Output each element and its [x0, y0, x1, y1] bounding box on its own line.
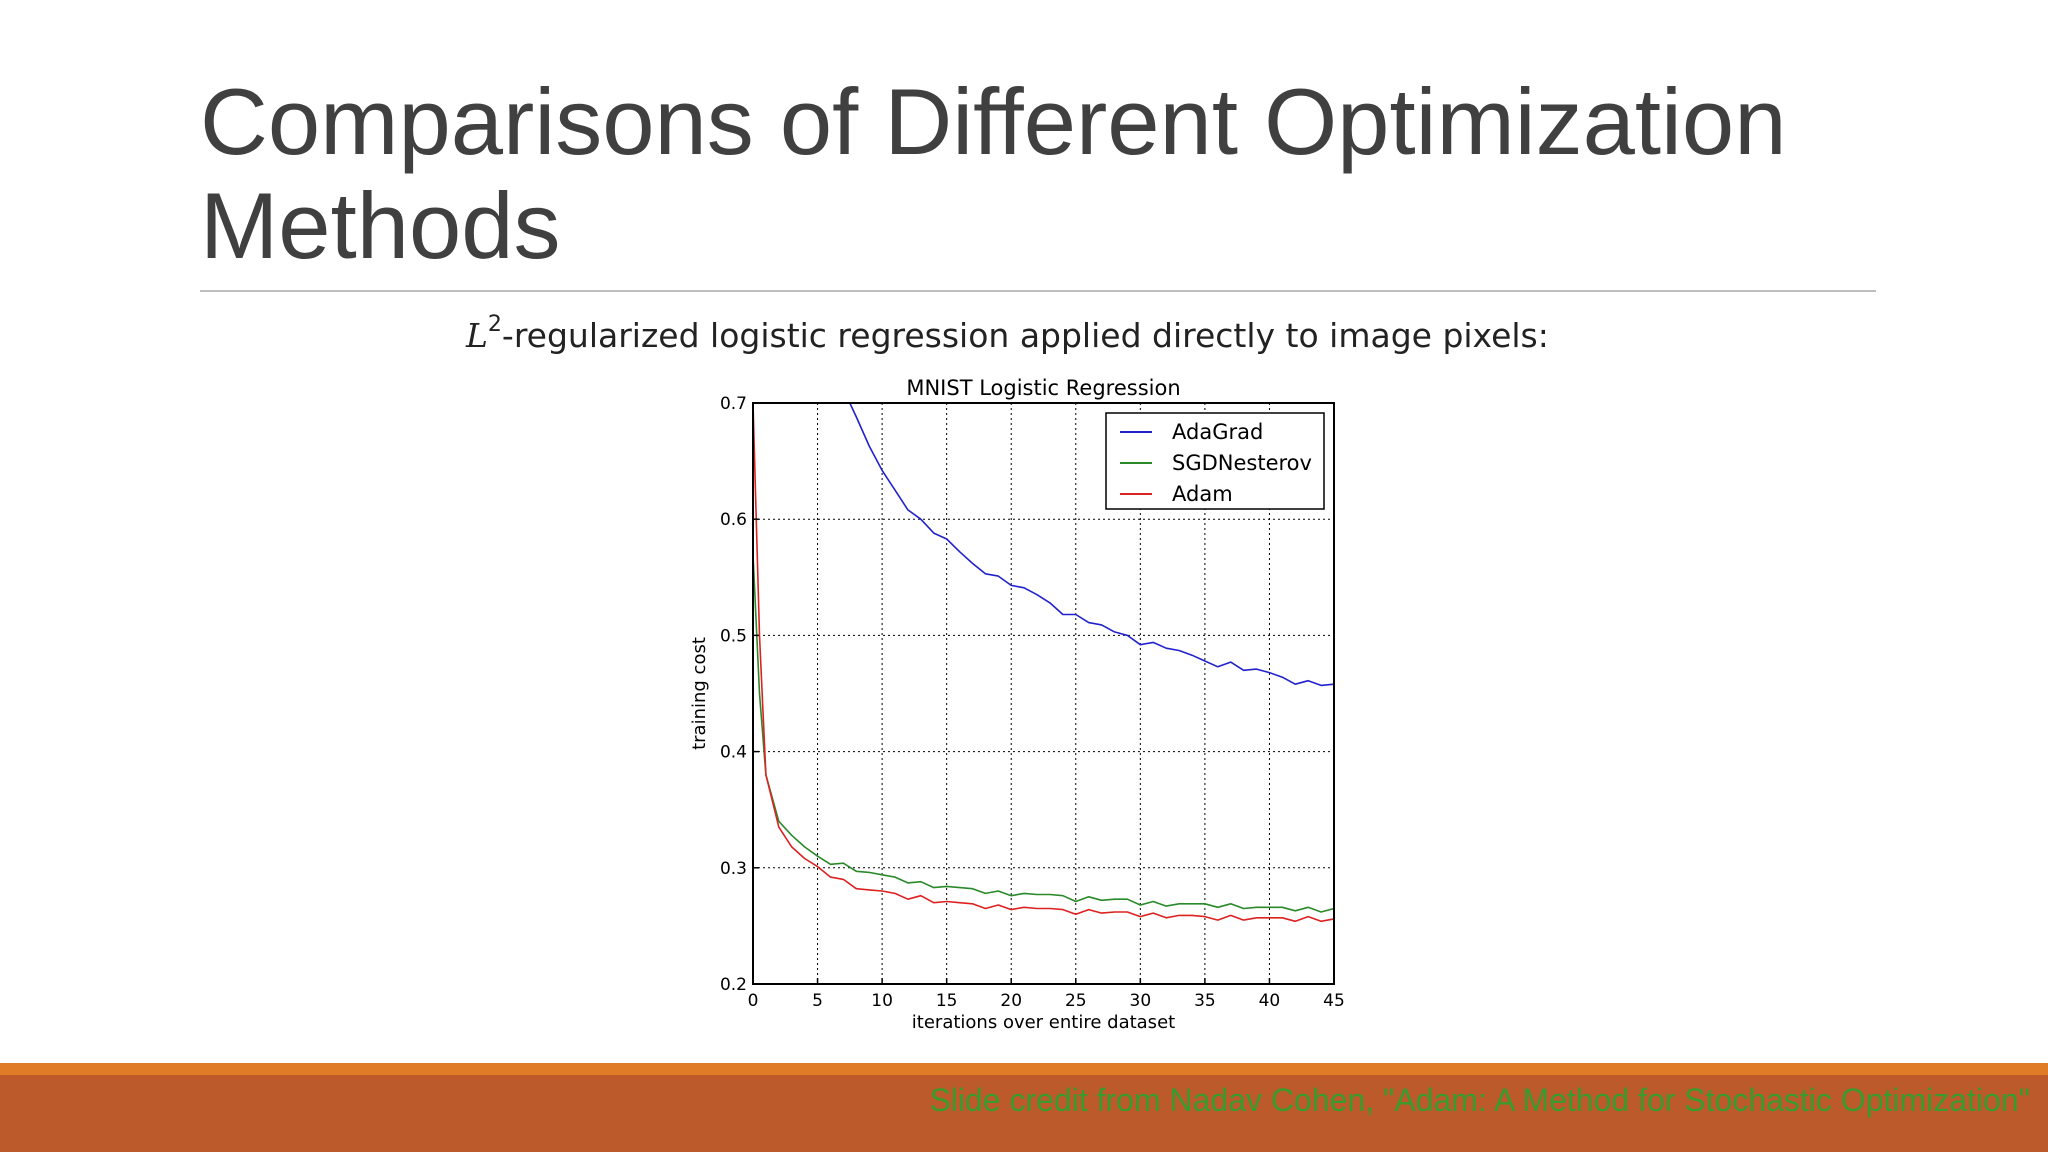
mnist-chart: 0 5 10 15 20 25 30 35 40 45 0.2 0.3 0.4 0.5 0.6 0.7 MNI…	[689, 376, 1345, 1033]
y-axis-label: training cost	[689, 637, 710, 750]
y-tick-label: 0.2	[720, 975, 747, 995]
legend-label: SGDNesterov	[1172, 451, 1312, 475]
series-line-adagrad	[849, 403, 1334, 687]
title-divider	[200, 290, 1876, 292]
chart-title: MNIST Logistic Regression	[906, 376, 1180, 400]
chart-ticks: 0 5 10 15 20 25 30 35 40 45 0.2 0.3 0.4 0.5 0.6 0.7	[720, 394, 1345, 1011]
subtitle-superscript: 2	[487, 312, 502, 337]
slide-subtitle: L2-regularized logistic regression appli…	[466, 312, 1549, 355]
y-tick-label: 0.6	[720, 510, 747, 530]
x-tick-label: 40	[1259, 991, 1281, 1011]
x-tick-label: 5	[812, 991, 823, 1011]
x-tick-label: 45	[1323, 991, 1345, 1011]
x-tick-label: 30	[1130, 991, 1152, 1011]
legend-label: Adam	[1172, 482, 1233, 506]
chart-series-group	[753, 403, 1334, 923]
slide-title: Comparisons of Different Optimization Me…	[200, 69, 1787, 278]
x-tick-label: 15	[936, 991, 958, 1011]
y-tick-label: 0.3	[720, 859, 747, 879]
x-tick-label: 20	[1000, 991, 1022, 1011]
plot-frame	[752, 402, 1335, 985]
subtitle-text: -regularized logistic regression applied…	[501, 316, 1549, 355]
footer-band	[0, 1075, 2048, 1152]
x-tick-label: 25	[1065, 991, 1087, 1011]
y-tick-label: 0.7	[720, 394, 747, 414]
x-tick-label: 35	[1194, 991, 1216, 1011]
series-line-adam	[753, 403, 1334, 923]
x-tick-label: 0	[748, 991, 759, 1011]
y-tick-label: 0.4	[720, 743, 747, 763]
footer-credit: Slide credit from Nadav Cohen, "Adam: A …	[929, 1082, 2030, 1118]
y-tick-label: 0.5	[720, 626, 747, 646]
x-tick-label: 10	[871, 991, 893, 1011]
footer-accent-stripe	[0, 1063, 2048, 1075]
series-line-sgdnesterov	[753, 554, 1334, 913]
x-axis-label: iterations over entire dataset	[912, 1012, 1175, 1033]
subtitle-math-symbol: L	[466, 316, 488, 355]
chart-legend: AdaGrad SGDNesterov Adam	[1105, 412, 1325, 510]
legend-label: AdaGrad	[1172, 420, 1263, 444]
